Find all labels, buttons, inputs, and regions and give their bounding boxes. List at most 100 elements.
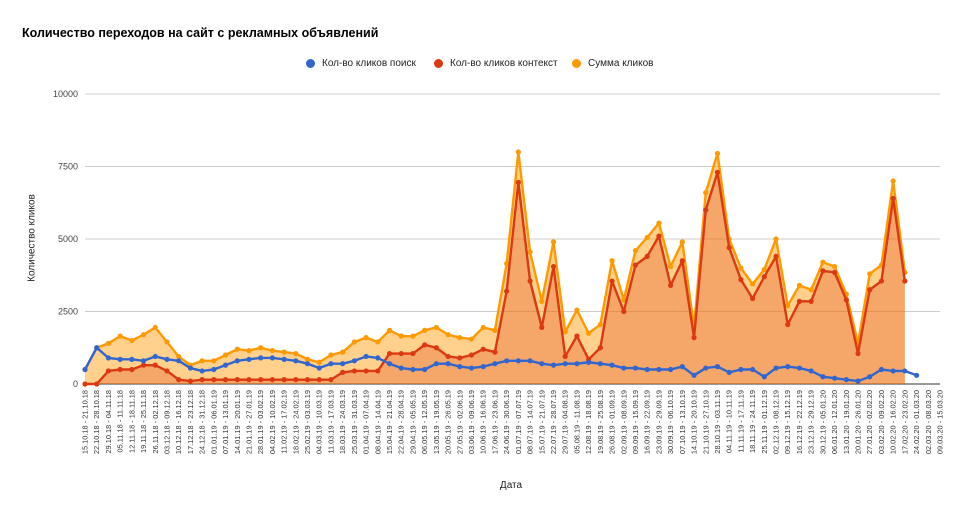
data-point-0 [714, 364, 721, 370]
data-point-2 [831, 263, 838, 270]
data-point-0 [386, 361, 393, 367]
data-point-0 [609, 362, 615, 368]
data-point-0 [679, 364, 685, 370]
data-point-2 [820, 259, 826, 265]
x-tick-label: 04.11.19 - 10.11.19 [725, 390, 734, 453]
x-tick-label: 18.11.19 - 24.11.19 [748, 390, 757, 453]
data-point-1 [222, 377, 229, 383]
data-point-1 [410, 350, 416, 357]
data-point-0 [574, 361, 580, 367]
data-point-0 [422, 366, 428, 373]
data-point-1 [246, 377, 252, 383]
data-point-2 [328, 352, 334, 358]
data-point-0 [433, 361, 439, 367]
data-point-2 [140, 332, 147, 338]
x-tick-label: 24.12.18 - 31.12.18 [198, 390, 207, 454]
data-point-2 [504, 261, 510, 267]
x-tick-label: 27.05.19 - 02.06.19 [455, 390, 464, 454]
legend-item-search[interactable]: Кол-во кликов поиск [306, 58, 416, 69]
x-tick-label: 23.09.19 - 29.09.19 [654, 390, 663, 454]
x-tick-label: 13.01.20 - 19.01.20 [842, 390, 851, 454]
data-point-0 [269, 355, 275, 361]
data-point-1 [445, 353, 451, 360]
data-point-2 [890, 178, 896, 184]
x-tick-label: 10.06.19 - 16.06.19 [479, 390, 488, 454]
legend-label-context: Кол-во кликов контекст [450, 58, 558, 69]
data-point-1 [539, 324, 545, 331]
legend-item-total[interactable]: Сумма кликов [572, 58, 653, 69]
data-point-2 [281, 349, 287, 355]
data-point-1 [527, 278, 533, 284]
data-point-2 [539, 298, 545, 304]
data-point-0 [668, 366, 674, 373]
data-point-0 [586, 359, 592, 365]
data-point-1 [269, 377, 275, 383]
series-area-1 [85, 172, 905, 384]
data-point-1 [363, 368, 369, 374]
data-point-0 [761, 374, 767, 380]
data-point-1 [94, 381, 100, 387]
data-point-2 [703, 190, 709, 196]
x-tick-label: 03.06.19 - 09.06.19 [467, 390, 476, 454]
x-tick-label: 25.03.19 - 31.03.19 [350, 390, 359, 454]
data-point-1 [422, 342, 428, 348]
data-point-0 [597, 361, 603, 367]
x-tick-label: 09.03.20 - 15.03.20 [936, 390, 945, 454]
x-tick-label: 10.12.18 - 16.12.18 [174, 390, 183, 454]
data-point-1 [457, 355, 463, 361]
data-point-0 [82, 366, 88, 373]
data-point-2 [152, 324, 158, 331]
x-tick-label: 15.04.19 - 21.04.19 [385, 390, 394, 454]
data-point-0 [656, 366, 662, 373]
x-tick-label: 07.01.19 - 13.01.19 [221, 390, 230, 454]
data-point-0 [890, 368, 896, 374]
x-tick-label: 02.09.19 - 08.09.19 [619, 390, 628, 454]
data-point-0 [234, 358, 240, 364]
data-point-2 [668, 263, 674, 270]
data-point-2 [738, 265, 744, 271]
data-point-2 [550, 239, 557, 245]
data-point-1 [187, 378, 194, 384]
x-tick-label: 24.06.19 - 30.06.19 [502, 390, 511, 454]
x-tick-label: 17.02.20 - 23.02.20 [900, 390, 909, 454]
data-point-0 [913, 372, 920, 378]
data-point-2 [574, 307, 580, 313]
data-point-0 [562, 361, 568, 367]
x-tick-label: 28.01.19 - 03.02.19 [256, 390, 265, 454]
data-point-1 [152, 362, 158, 368]
data-point-0 [281, 356, 287, 362]
data-point-0 [105, 355, 112, 361]
data-point-2 [246, 348, 252, 354]
legend-label-total: Сумма кликов [588, 58, 654, 69]
data-point-2 [269, 348, 275, 354]
x-tick-label: 14.01.19 - 20.01.19 [233, 390, 242, 454]
data-point-1 [808, 298, 814, 304]
legend-marker-search [306, 59, 315, 68]
data-point-0 [164, 356, 170, 362]
x-tick-label: 08.07.19 - 14.07.19 [526, 390, 535, 454]
data-point-2 [375, 339, 381, 345]
x-tick-label: 25.02.19 - 03.03.19 [303, 390, 312, 454]
data-point-0 [375, 355, 381, 361]
data-point-0 [410, 366, 416, 373]
data-point-0 [304, 361, 311, 367]
data-point-1 [304, 377, 311, 383]
data-point-1 [117, 366, 123, 373]
x-tick-label: 11.02.19 - 17.02.19 [280, 390, 289, 454]
data-point-1 [679, 258, 685, 264]
chart-legend: Кол-во кликов поиск Кол-во кликов контек… [0, 58, 957, 74]
data-point-2 [796, 282, 803, 288]
data-point-0 [515, 358, 521, 364]
data-point-2 [515, 149, 521, 155]
data-point-1 [843, 297, 849, 303]
data-point-0 [176, 358, 182, 364]
data-point-2 [117, 333, 123, 339]
data-point-1 [433, 345, 439, 351]
x-tick-label: 03.02.20 - 09.02.20 [877, 390, 886, 454]
data-point-2 [785, 303, 791, 309]
data-point-1 [750, 295, 756, 302]
legend-item-context[interactable]: Кол-во кликов контекст [434, 58, 558, 69]
data-point-0 [457, 364, 463, 370]
data-point-2 [258, 345, 264, 351]
data-point-1 [597, 345, 603, 351]
